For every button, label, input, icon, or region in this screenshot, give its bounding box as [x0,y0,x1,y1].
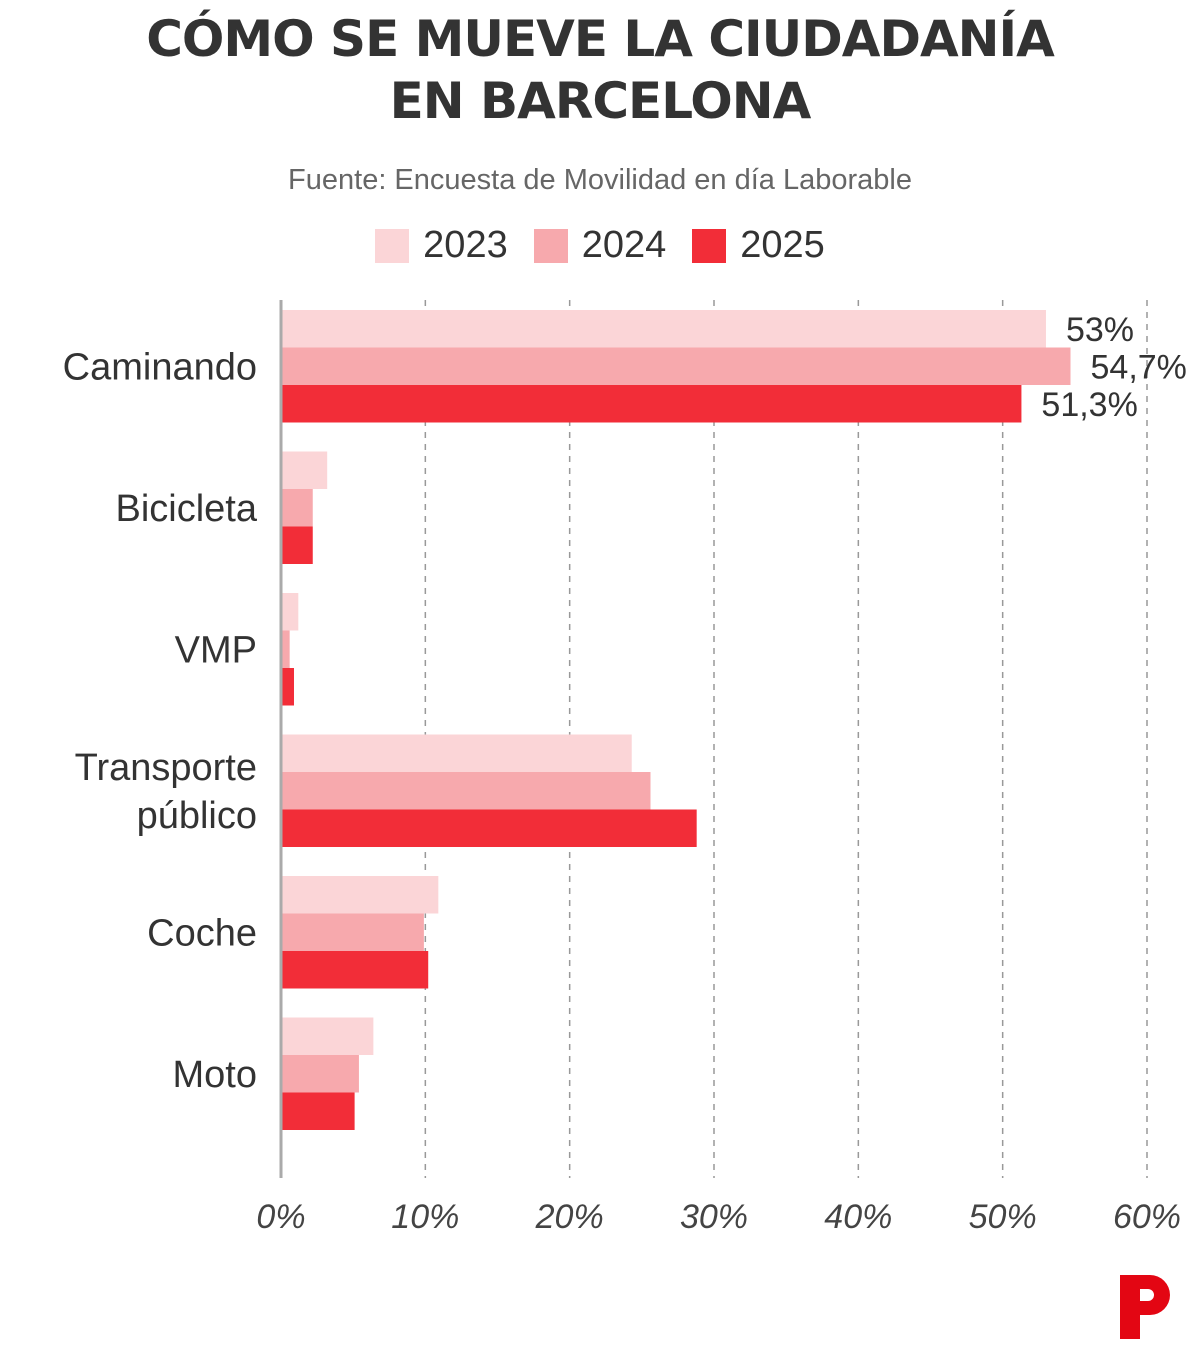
bar-2023 [281,734,632,772]
x-tick-label: 10% [391,1198,459,1236]
legend-label: 2024 [581,224,667,266]
bar-2025 [281,1092,355,1130]
bar-2025 [281,385,1022,423]
legend-item-2023: 2023 [375,224,508,267]
x-tick-label: 0% [256,1198,305,1236]
bar-2025 [281,809,697,847]
legend-label: 2023 [423,224,508,266]
data-label: 54,7% [1091,348,1187,386]
data-label: 53% [1066,311,1134,349]
x-tick-label: 50% [969,1198,1037,1236]
x-tick-label: 40% [824,1198,892,1236]
bar-2025 [281,526,313,564]
x-tick-label: 30% [680,1198,748,1236]
legend-item-2025: 2025 [692,224,825,267]
bar-2023 [281,451,328,489]
category-label: Caminando [63,346,257,388]
x-tick-label: 60% [1113,1198,1181,1236]
bar-2024 [281,347,1071,385]
publisher-logo [1120,1275,1170,1339]
bar-2024 [281,913,424,951]
category-label: Transporte [75,747,257,789]
bar-2025 [281,951,429,989]
chart-subtitle: Fuente: Encuesta de Movilidad en día Lab… [288,164,912,196]
title-line-1: CÓMO SE MUEVE LA CIUDADANÍA [146,10,1055,68]
bar-2024 [281,489,313,527]
category-label: VMP [175,629,257,671]
bar-2023 [281,876,439,914]
category-label: Coche [147,912,257,954]
legend-swatch [533,228,568,263]
bar-2023 [281,593,299,631]
legend-label: 2025 [740,224,825,266]
category-label: Moto [173,1054,257,1096]
bar-2023 [281,1017,374,1055]
bar-2024 [281,1055,359,1093]
bar-2025 [281,668,294,706]
chart-title: CÓMO SE MUEVE LA CIUDADANÍA EN BARCELONA [0,8,1200,132]
bar-2023 [281,310,1046,348]
title-line-2: EN BARCELONA [389,72,812,130]
legend: 2023 2024 2025 [0,224,1200,267]
data-label: 51,3% [1041,386,1137,424]
category-label: público [137,795,257,837]
legend-item-2024: 2024 [533,224,667,267]
bar-2024 [281,630,290,668]
category-label: Bicicleta [116,488,258,530]
legend-swatch [375,228,410,263]
x-tick-label: 20% [535,1198,604,1236]
legend-swatch [692,228,727,263]
bar-2024 [281,772,651,810]
